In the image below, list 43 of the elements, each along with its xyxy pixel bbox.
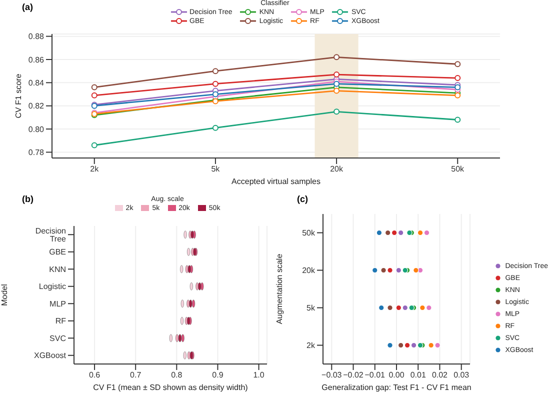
y-tick-label: 0.78: [28, 148, 45, 158]
x-tick-label: 0.00: [388, 370, 405, 380]
y-tick-label: 0.88: [28, 32, 45, 42]
x-tick-label: 0.8: [171, 370, 183, 380]
y-tick-label: XGBoost: [34, 351, 67, 360]
y-tick-label: 50k: [302, 228, 316, 238]
chart-title: (c): [297, 194, 308, 204]
x-tick-label: 0.7: [130, 370, 142, 380]
y-tick-label: 0.84: [28, 78, 45, 88]
x-tick-label: 0.9: [212, 370, 224, 380]
y-tick-label: 0.86: [28, 55, 45, 64]
x-tick-label: 20k: [330, 164, 344, 174]
y-tick-label: MLP: [50, 299, 66, 308]
y-tick-label: RF: [55, 316, 66, 326]
x-tick-label: 0.02: [432, 370, 448, 380]
x-axis-title: CV F1 (mean ± SD shown as density width): [93, 383, 248, 392]
y-axis-title: CV F1 score: [14, 73, 23, 118]
x-tick-label: 1.0: [253, 370, 265, 380]
chart-title: (a): [22, 2, 33, 12]
y-tick-label: GBE: [49, 248, 66, 257]
x-tick-label: 0.01: [410, 370, 426, 380]
x-axis-title: Generalization gap: Test F1 - CV F1 mean: [322, 383, 472, 392]
y-tick-label: SVC: [50, 334, 66, 343]
x-tick-label: 5k: [211, 164, 221, 174]
x-tick-label: −0.01: [364, 370, 386, 380]
x-tick-label: −0.03: [322, 370, 342, 380]
y-axis-title: Augmentation scale: [274, 253, 284, 324]
y-tick-label: 20k: [302, 266, 316, 276]
x-tick-label: 50k: [451, 164, 466, 174]
y-tick-label: 5k: [306, 304, 316, 313]
y-tick-label: KNN: [49, 264, 66, 274]
x-tick-label: 2k: [90, 164, 100, 174]
y-tick-label: 2k: [306, 341, 316, 350]
x-tick-label: 0.6: [88, 370, 101, 380]
x-axis-title: Accepted virtual samples: [232, 177, 320, 186]
x-tick-label: 0.03: [454, 370, 470, 380]
y-tick-label: Decision Tree: [35, 226, 67, 244]
chart-title: (b): [22, 194, 34, 204]
y-axis-title: Model: [0, 284, 9, 306]
y-tick-label: 0.80: [28, 124, 45, 134]
y-tick-label: Logistic: [38, 282, 66, 292]
x-tick-label: −0.02: [343, 370, 364, 380]
y-tick-label: 0.82: [28, 102, 45, 111]
